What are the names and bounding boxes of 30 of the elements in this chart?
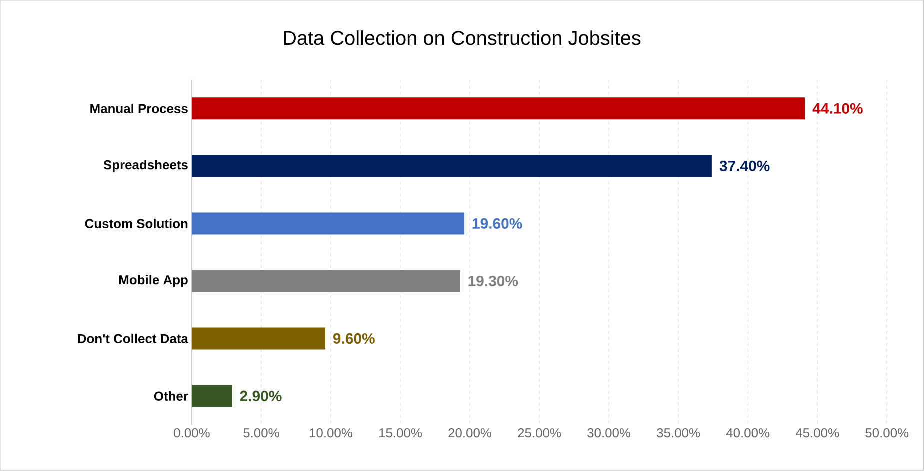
x-tick-label: 25.00% — [518, 428, 562, 438]
y-tick-label: Custom Solution — [85, 218, 188, 228]
x-tick-label: 15.00% — [380, 428, 422, 438]
data-label: 19.30% — [468, 276, 518, 287]
data-label: 19.60% — [472, 218, 522, 230]
x-tick-label: 5.00% — [244, 428, 280, 438]
data-label: 44.10% — [812, 103, 863, 114]
bar — [192, 212, 464, 235]
x-tick-label: 35.00% — [657, 428, 700, 438]
x-tick-label: 20.00% — [448, 428, 492, 438]
bar — [192, 98, 806, 120]
x-tick-label: 45.00% — [796, 428, 840, 438]
x-tick-label: 30.00% — [588, 428, 631, 438]
bar — [192, 155, 712, 178]
chart-title: Data Collection on Construction Jobsites — [284, 30, 641, 46]
y-tick-label: Mobile App — [119, 275, 188, 288]
y-tick-label: Other — [154, 392, 188, 402]
bar — [192, 270, 460, 292]
y-tick-label: Manual Process — [90, 104, 188, 114]
bar — [192, 385, 232, 408]
data-label: 2.90% — [240, 390, 282, 402]
x-tick-label: 0.00% — [174, 428, 210, 438]
x-tick-label: 10.00% — [310, 428, 352, 438]
y-tick-label: Spreadsheets — [104, 160, 188, 172]
x-tick-label: 50.00% — [866, 428, 909, 438]
y-tick-label: Don't Collect Data — [78, 334, 188, 344]
data-label: 37.40% — [720, 160, 770, 172]
bar — [192, 328, 326, 350]
data-label: 9.60% — [333, 333, 375, 344]
x-tick-label: 40.00% — [726, 428, 770, 438]
